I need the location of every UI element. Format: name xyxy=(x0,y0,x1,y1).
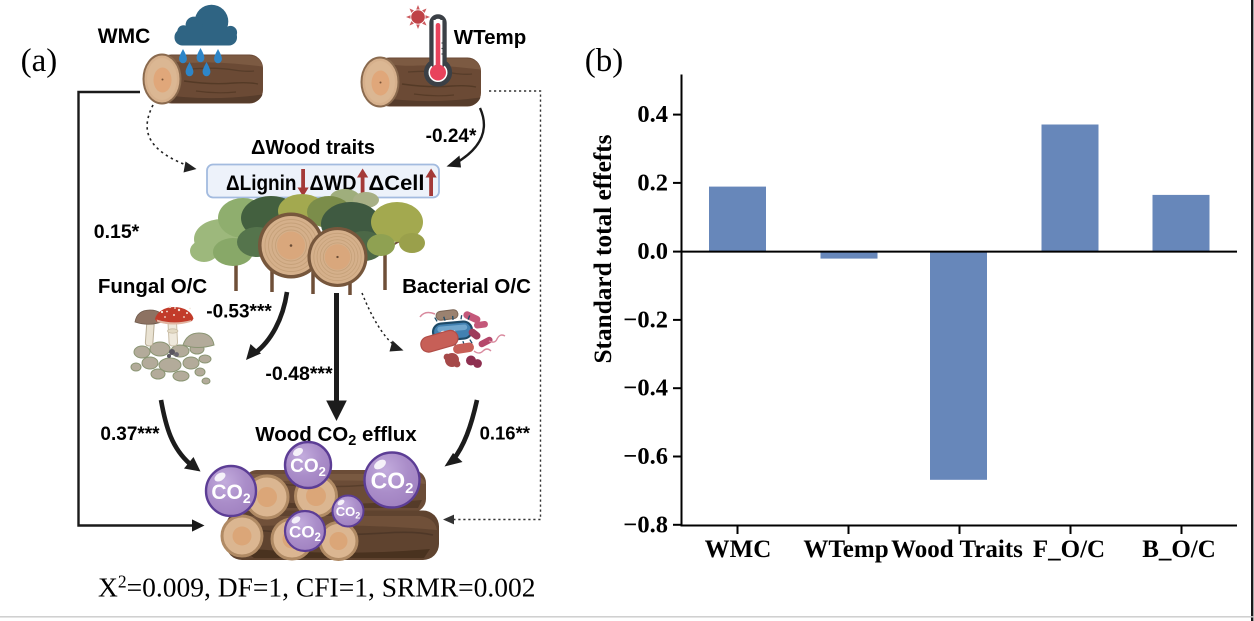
svg-text:0.37***: 0.37*** xyxy=(100,424,160,445)
svg-text:CO2: CO2 xyxy=(371,468,414,498)
svg-text:CO2: CO2 xyxy=(290,456,326,479)
svg-text:Wood CO2 efflux: Wood CO2 efflux xyxy=(255,423,417,449)
svg-text:WTemp: WTemp xyxy=(454,26,527,49)
svg-text:−0.6: −0.6 xyxy=(623,443,668,470)
svg-text:Standard total effefts: Standard total effefts xyxy=(589,134,617,363)
svg-text:X2=0.009, DF=1, CFI=1, SRMR=0.: X2=0.009, DF=1, CFI=1, SRMR=0.002 xyxy=(98,572,536,603)
svg-text:−0.2: −0.2 xyxy=(623,306,668,333)
svg-text:0.4: 0.4 xyxy=(637,101,668,128)
svg-text:CO2: CO2 xyxy=(336,504,361,521)
svg-text:CO2: CO2 xyxy=(289,523,321,545)
svg-text:(a): (a) xyxy=(21,43,58,79)
svg-text:-0.48***: -0.48*** xyxy=(265,363,333,385)
svg-text:ΔLignin: ΔLignin xyxy=(226,172,297,195)
svg-text:−0.4: −0.4 xyxy=(623,375,668,402)
svg-text:ΔCell: ΔCell xyxy=(369,172,425,195)
svg-text:0.0: 0.0 xyxy=(637,238,668,265)
svg-text:Wood Traits: Wood Traits xyxy=(891,536,1023,563)
svg-text:WMC: WMC xyxy=(705,536,772,563)
svg-text:0.16**: 0.16** xyxy=(480,423,531,444)
svg-text:-0.53***: -0.53*** xyxy=(206,302,272,323)
svg-text:B_O/C: B_O/C xyxy=(1142,536,1216,563)
svg-text:(b): (b) xyxy=(585,43,623,79)
svg-text:Fungal O/C: Fungal O/C xyxy=(98,275,208,298)
svg-text:ΔWood traits: ΔWood traits xyxy=(251,137,375,159)
svg-text:−0.8: −0.8 xyxy=(623,511,668,538)
svg-text:-0.24*: -0.24* xyxy=(426,126,477,147)
svg-text:Bacterial O/C: Bacterial O/C xyxy=(402,275,531,298)
svg-text:0.15*: 0.15* xyxy=(94,221,140,243)
svg-text:WMC: WMC xyxy=(98,25,150,48)
svg-text:WTemp: WTemp xyxy=(803,536,888,563)
svg-text:F_O/C: F_O/C xyxy=(1033,536,1105,563)
svg-text:0.2: 0.2 xyxy=(637,169,668,196)
